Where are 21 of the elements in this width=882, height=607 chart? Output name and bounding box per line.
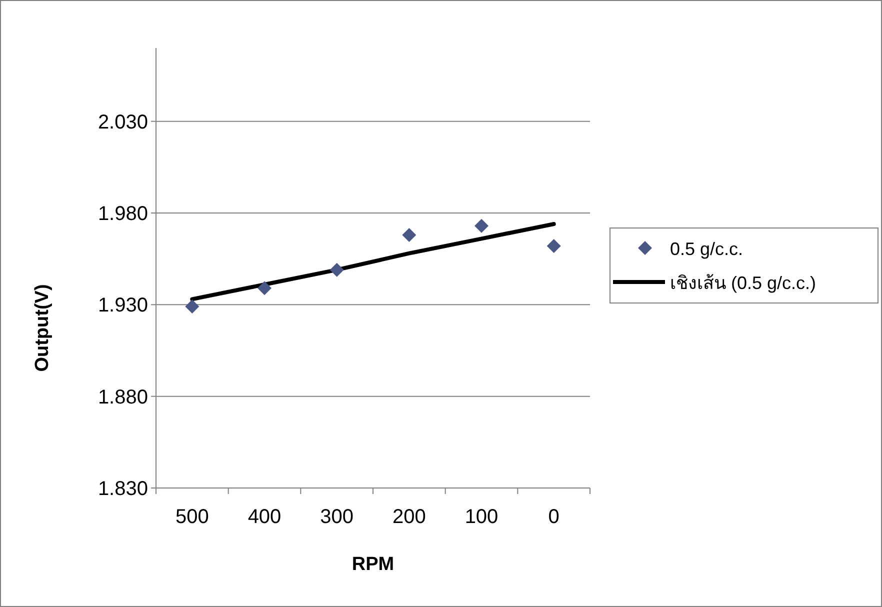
x-tick-label: 500 bbox=[175, 506, 209, 528]
x-tick-label: 100 bbox=[464, 506, 498, 528]
x-tick-label: 0 bbox=[548, 506, 560, 528]
point bbox=[474, 218, 488, 233]
x-tick-label: 200 bbox=[392, 506, 426, 528]
x-tick-label: 300 bbox=[320, 506, 354, 528]
y-tick-label: 1.980 bbox=[98, 203, 148, 225]
point bbox=[402, 228, 416, 242]
point bbox=[546, 239, 561, 253]
y-tick-label: 1.930 bbox=[98, 294, 148, 317]
point bbox=[330, 262, 344, 277]
y-axis-title: Output(V) bbox=[32, 284, 53, 372]
legend-label: 0.5 g/c.c. bbox=[670, 239, 744, 259]
y-tick-label: 1.880 bbox=[98, 386, 148, 408]
legend-label: เชิงเส้น (0.5 g/c.c.) bbox=[670, 273, 816, 293]
point bbox=[258, 281, 272, 296]
y-tick-label: 2.030 bbox=[98, 111, 148, 134]
point bbox=[185, 300, 200, 314]
x-axis-title: RPM bbox=[352, 554, 394, 575]
y-tick-label: 1.830 bbox=[98, 478, 148, 500]
x-tick-label: 400 bbox=[248, 506, 282, 528]
